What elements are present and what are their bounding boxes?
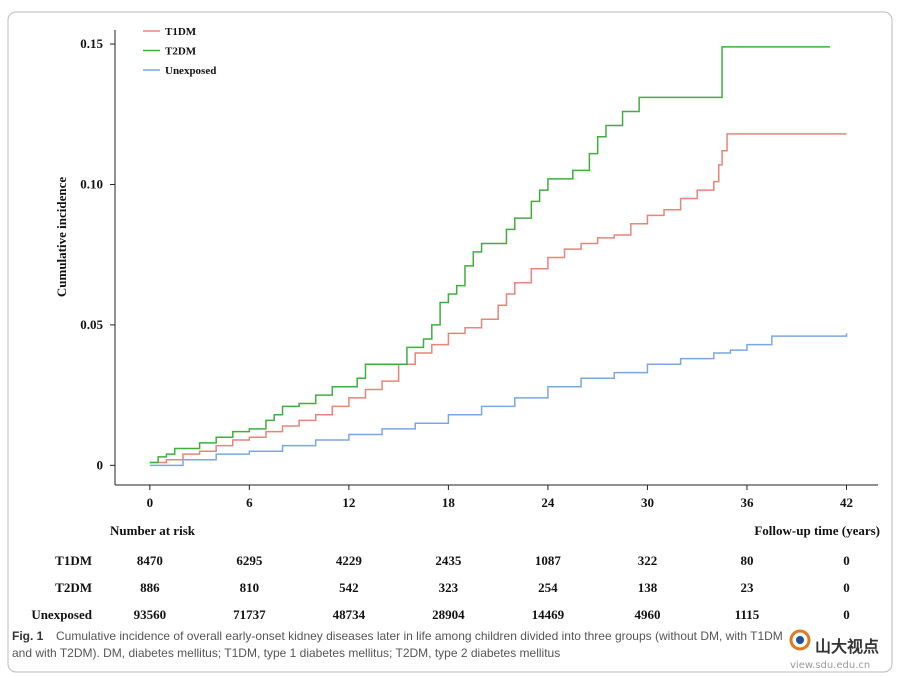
x-tick-label: 6 bbox=[246, 495, 253, 510]
risk-value: 14469 bbox=[532, 607, 565, 622]
risk-value: 6295 bbox=[236, 553, 263, 568]
x-tick-label: 30 bbox=[641, 495, 654, 510]
risk-row-label: T1DM bbox=[55, 553, 92, 568]
series-line bbox=[149, 333, 848, 467]
watermark-url: view.sdu.edu.cn bbox=[790, 660, 870, 671]
watermark-brand: 山大视点 bbox=[815, 637, 879, 656]
series-line bbox=[149, 133, 847, 464]
legend-label: Unexposed bbox=[165, 65, 216, 77]
risk-value: 4229 bbox=[336, 553, 363, 568]
x-tick-label: 24 bbox=[541, 495, 555, 510]
risk-value: 80 bbox=[740, 553, 753, 568]
risk-title: Number at risk bbox=[110, 523, 196, 538]
risk-value: 323 bbox=[439, 580, 459, 595]
risk-value: 0 bbox=[843, 553, 850, 568]
x-tick-label: 12 bbox=[342, 495, 355, 510]
risk-value: 2435 bbox=[435, 553, 462, 568]
x-tick-label: 36 bbox=[740, 495, 754, 510]
x-tick-label: 42 bbox=[840, 495, 853, 510]
risk-value: 254 bbox=[538, 580, 558, 595]
risk-value: 71737 bbox=[233, 607, 266, 622]
y-tick-label: 0 bbox=[97, 457, 104, 472]
y-tick-label: 0.10 bbox=[80, 176, 103, 191]
risk-value: 4960 bbox=[634, 607, 660, 622]
x-tick-label: 18 bbox=[442, 495, 456, 510]
risk-value: 23 bbox=[740, 580, 754, 595]
risk-value: 810 bbox=[240, 580, 260, 595]
caption-text: Cumulative incidence of overall early-on… bbox=[56, 629, 783, 643]
risk-value: 322 bbox=[638, 553, 658, 568]
risk-row-label: T2DM bbox=[55, 580, 92, 595]
risk-value: 1115 bbox=[735, 607, 760, 622]
risk-value: 8470 bbox=[137, 553, 163, 568]
risk-value: 48734 bbox=[333, 607, 366, 622]
risk-value: 0 bbox=[843, 607, 850, 622]
risk-value: 0 bbox=[843, 580, 850, 595]
risk-value: 93560 bbox=[134, 607, 167, 622]
risk-value: 542 bbox=[339, 580, 359, 595]
y-tick-label: 0.15 bbox=[80, 36, 103, 51]
x-axis-label: Follow-up time (years) bbox=[754, 523, 880, 538]
frame bbox=[7, 11, 893, 673]
y-tick-label: 0.05 bbox=[80, 317, 103, 332]
risk-value: 886 bbox=[140, 580, 160, 595]
caption-text: and with T2DM). DM, diabetes mellitus; T… bbox=[12, 646, 560, 660]
risk-value: 138 bbox=[638, 580, 658, 595]
watermark-logo bbox=[789, 629, 811, 651]
legend-label: T2DM bbox=[165, 46, 197, 58]
risk-value: 1087 bbox=[535, 553, 562, 568]
x-tick-label: 0 bbox=[147, 495, 154, 510]
caption-label: Fig. 1 bbox=[12, 629, 44, 643]
legend-label: T1DM bbox=[165, 26, 197, 38]
series-line bbox=[149, 46, 830, 464]
risk-row-label: Unexposed bbox=[31, 607, 92, 622]
risk-value: 28904 bbox=[432, 607, 465, 622]
y-axis-label: Cumulative incidence bbox=[54, 177, 69, 297]
